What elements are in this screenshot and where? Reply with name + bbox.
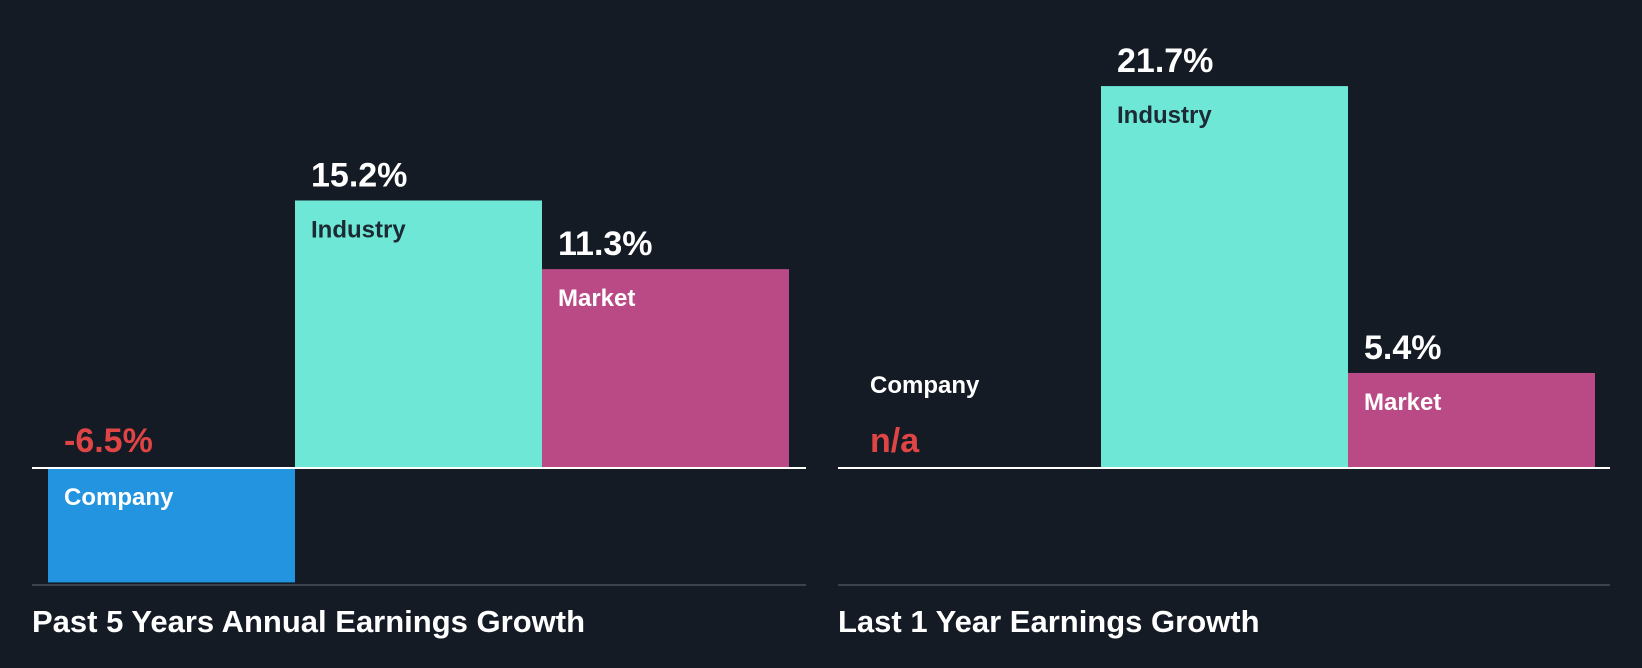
bar-industry	[1101, 86, 1348, 468]
value-label-company: -6.5%	[64, 422, 153, 460]
category-label-industry: Industry	[1117, 102, 1212, 129]
category-label-company: Company	[870, 372, 980, 399]
value-label-industry: 15.2%	[311, 156, 407, 194]
value-label-market: 5.4%	[1364, 329, 1442, 367]
category-label-company: Company	[64, 484, 174, 511]
value-label-company: n/a	[870, 422, 920, 460]
bar-market	[1348, 372, 1595, 468]
category-label-market: Market	[558, 285, 635, 312]
bar-industry	[295, 200, 542, 469]
chart-title-last-1-year: Last 1 Year Earnings Growth	[838, 604, 1260, 639]
value-label-market: 11.3%	[558, 225, 653, 263]
category-label-market: Market	[1364, 389, 1441, 416]
value-label-industry: 21.7%	[1117, 42, 1213, 80]
bar-company	[48, 468, 295, 583]
bar-market	[542, 269, 789, 468]
category-label-industry: Industry	[311, 216, 406, 243]
chart-title-past-5-years: Past 5 Years Annual Earnings Growth	[32, 604, 586, 639]
